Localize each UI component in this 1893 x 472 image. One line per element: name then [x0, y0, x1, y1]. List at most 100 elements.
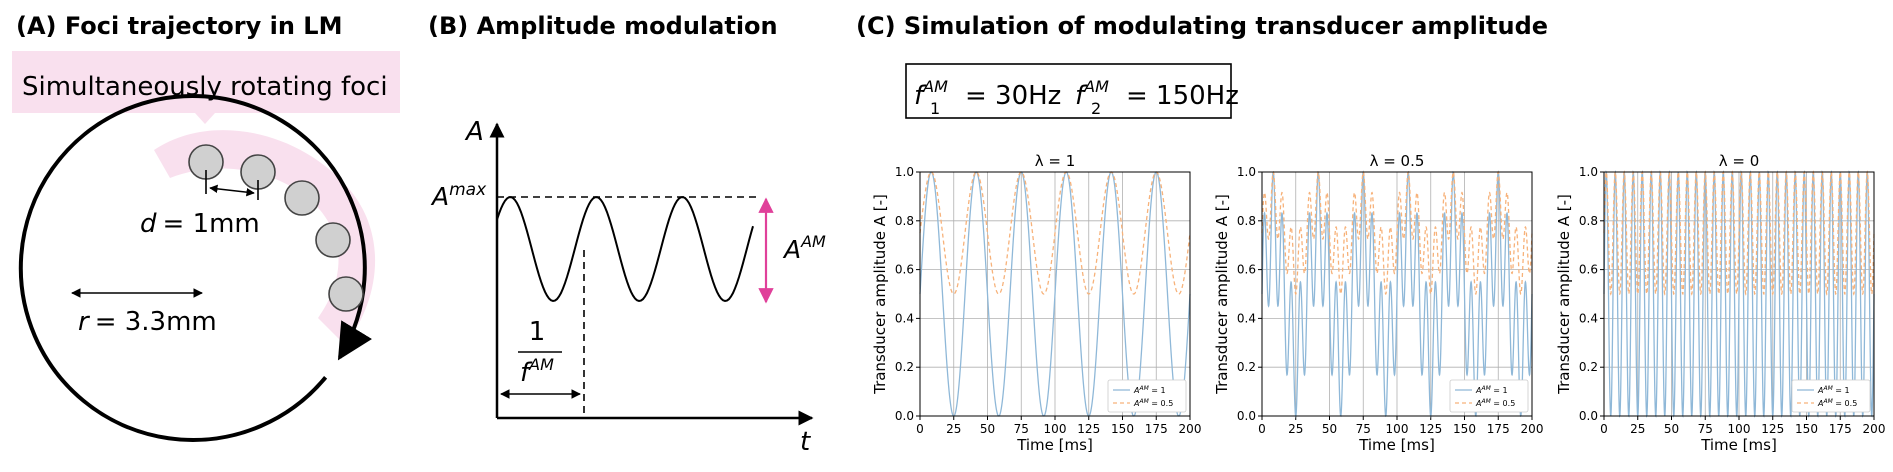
legend-entry: AAM = 1: [1475, 385, 1508, 395]
plot-frame: [1603, 171, 1875, 417]
x-tick-label: 150: [1795, 422, 1818, 436]
x-tick-label: 200: [1521, 422, 1544, 436]
x-tick-label: 25: [1288, 422, 1303, 436]
panel-c-title: (C) Simulation of modulating transducer …: [856, 12, 1548, 40]
y-tick-label: 0.2: [1237, 360, 1256, 374]
x-tick-label: 75: [1698, 422, 1713, 436]
y-tick-label: 0.0: [895, 409, 914, 423]
d-label: d = 1mm: [140, 209, 260, 239]
focus-circle: [284, 180, 320, 216]
x-tick-label: 175: [1487, 422, 1510, 436]
y-tick-label: 0.6: [1237, 263, 1256, 277]
callout-pointer: [195, 113, 215, 124]
period-numerator: 1: [529, 317, 546, 347]
plot-frame: [919, 171, 1191, 417]
panel-b-title: (B) Amplitude modulation: [428, 12, 778, 40]
series-line: [1261, 170, 1533, 418]
x-tick-label: 75: [1356, 422, 1371, 436]
y-tick-label: 0.2: [1579, 360, 1598, 374]
x-tick-label: 50: [980, 422, 995, 436]
chart-panel: 0 25 50 75 100 125 150 175 200 0.0 0.2 0.4 0.6 0.8 1.0…: [1555, 152, 1885, 454]
x-tick-label: 100: [1044, 422, 1067, 436]
legend-box: [1449, 379, 1529, 413]
legend-box: [1107, 379, 1187, 413]
focus-circle: [315, 222, 351, 258]
x-tick-label: 150: [1111, 422, 1134, 436]
y-tick-label: 0.8: [1579, 214, 1598, 228]
x-axis-label: Time [ms]: [1700, 436, 1777, 454]
foci-group: [188, 144, 364, 312]
y-tick-label: 0.2: [895, 360, 914, 374]
callout-box: [12, 51, 400, 113]
y-tick-label: 0.4: [895, 311, 914, 325]
legend-box: [1791, 379, 1871, 413]
chart-title: λ = 1: [1035, 152, 1076, 170]
x-axis-label: Time [ms]: [1358, 436, 1435, 454]
y-tick-label: 1.0: [1237, 165, 1256, 179]
x-tick-label: 25: [946, 422, 961, 436]
x-tick-label: 75: [1014, 422, 1029, 436]
frequency-box: [905, 63, 1232, 119]
legend-entry: AAM = 1: [1817, 385, 1850, 395]
x-tick-label: 125: [1077, 422, 1100, 436]
x-tick-label: 150: [1453, 422, 1476, 436]
series-line: [919, 171, 1191, 295]
series-line: [1603, 170, 1875, 296]
x-tick-label: 175: [1145, 422, 1168, 436]
x-tick-label: 100: [1386, 422, 1409, 436]
legend-entry: AAM = 0.5: [1133, 398, 1173, 408]
x-tick-label: 200: [1179, 422, 1202, 436]
chart-panel: 0 25 50 75 100 125 150 175 200 0.0 0.2 0.4 0.6 0.8 1.0…: [871, 152, 1201, 454]
legend-entry: AAM = 1: [1133, 385, 1166, 395]
series-line: [1603, 170, 1875, 418]
x-tick-label: 175: [1829, 422, 1852, 436]
simulation-charts: 0 25 50 75 100 125 150 175 200 0.0 0.2 0.4 0.6 0.8 1.0…: [871, 152, 1885, 454]
x-tick-label: 200: [1863, 422, 1886, 436]
focus-circle: [328, 276, 364, 312]
panel-a-title: (A) Foci trajectory in LM: [16, 12, 342, 40]
frequency-f2: fAM 2 = 150Hz: [1075, 77, 1239, 118]
series-line: [919, 171, 1191, 417]
panel-b: (B) Amplitude modulation A t Amax 1 fAM …: [428, 12, 826, 457]
r-label: r = 3.3mm: [78, 307, 217, 337]
x-axis-label: t: [800, 427, 811, 457]
y-axis-label: Transducer amplitude A [-]: [1555, 194, 1573, 395]
period-denominator: fAM: [520, 355, 554, 388]
x-tick-label: 25: [1630, 422, 1645, 436]
legend-entry: AAM = 0.5: [1475, 398, 1515, 408]
y-tick-label: 0.6: [1579, 263, 1598, 277]
y-tick-label: 0.0: [1579, 409, 1598, 423]
panel-a: (A) Foci trajectory in LM Simultaneously…: [12, 12, 400, 442]
trajectory-circle: [18, 94, 372, 442]
y-axis-label: Transducer amplitude A [-]: [1213, 194, 1231, 395]
x-tick-label: 125: [1761, 422, 1784, 436]
y-tick-label: 0.4: [1237, 311, 1256, 325]
plot-frame: [1261, 171, 1533, 417]
amax-label: Amax: [430, 180, 487, 211]
x-tick-label: 100: [1728, 422, 1751, 436]
y-axis-label: Transducer amplitude A [-]: [871, 194, 889, 395]
x-tick-label: 0: [916, 422, 924, 436]
y-axis-label: A: [464, 117, 484, 147]
y-tick-label: 0.6: [895, 263, 914, 277]
y-tick-label: 0.4: [1579, 311, 1598, 325]
y-tick-label: 1.0: [1579, 165, 1598, 179]
x-tick-label: 0: [1600, 422, 1608, 436]
legend-entry: AAM = 0.5: [1817, 398, 1857, 408]
x-tick-label: 0: [1258, 422, 1266, 436]
x-tick-label: 50: [1664, 422, 1679, 436]
chart-title: λ = 0: [1719, 152, 1760, 170]
foci-highlight-band: [154, 130, 376, 345]
chart-panel: 0 25 50 75 100 125 150 175 200 0.0 0.2 0.4 0.6 0.8 1.0…: [1213, 152, 1543, 454]
y-tick-label: 0.8: [1237, 214, 1256, 228]
y-tick-label: 0.8: [895, 214, 914, 228]
x-axis-label: Time [ms]: [1016, 436, 1093, 454]
y-tick-label: 1.0: [895, 165, 914, 179]
frequency-f1: fAM 1 = 30Hz: [914, 77, 1061, 118]
panel-c: (C) Simulation of modulating transducer …: [856, 12, 1885, 454]
x-tick-label: 50: [1322, 422, 1337, 436]
x-tick-label: 125: [1419, 422, 1442, 436]
y-tick-label: 0.0: [1237, 409, 1256, 423]
series-line: [1261, 170, 1533, 296]
